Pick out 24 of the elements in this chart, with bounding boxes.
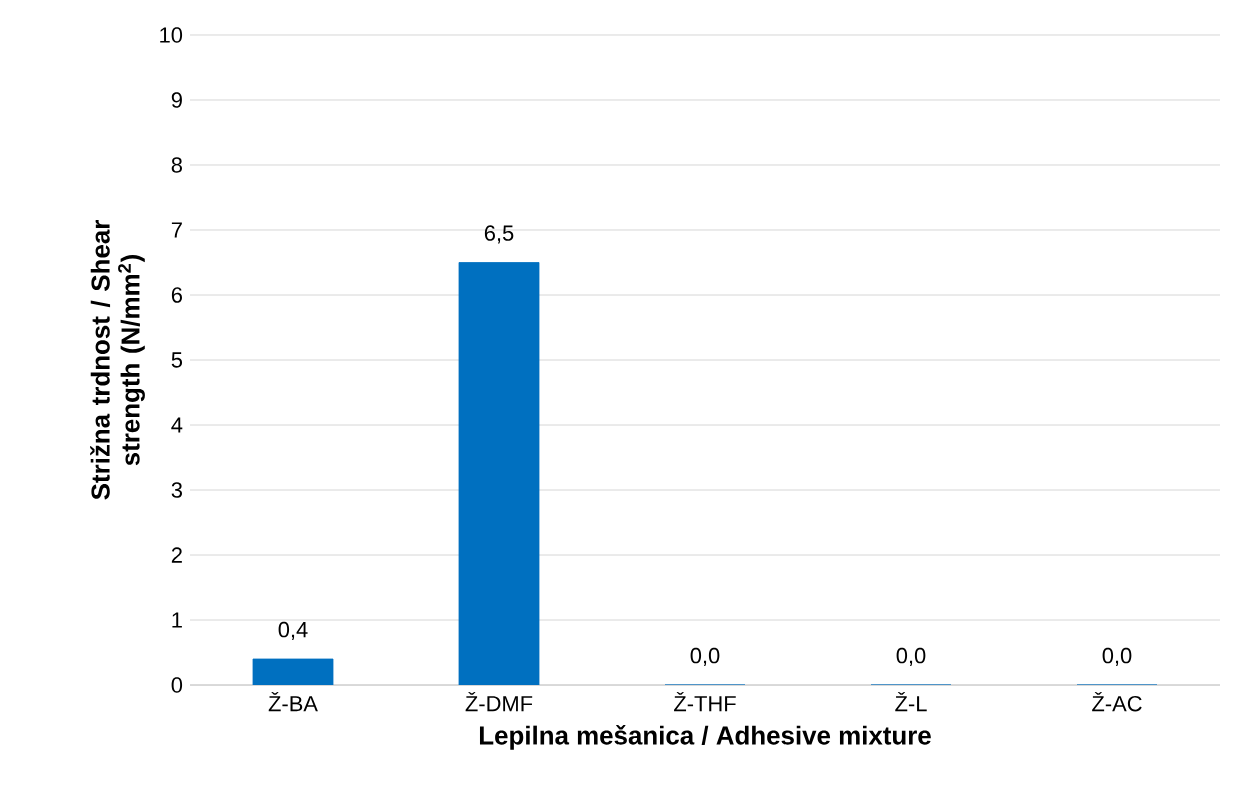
y-tick-label: 6 <box>171 287 182 303</box>
data-label: 0,0 <box>690 647 720 666</box>
y-tick-label: 9 <box>171 92 182 108</box>
data-label: 6,5 <box>484 225 514 244</box>
x-tick-label: Ž-BA <box>268 692 318 712</box>
y-tick-label: 10 <box>160 27 183 43</box>
y-tick-label: 8 <box>171 157 182 173</box>
y-tick-label: 2 <box>171 547 182 563</box>
data-label: 0,4 <box>278 621 308 640</box>
y-tick-label: 3 <box>171 482 182 498</box>
y-tick-label: 0 <box>171 677 183 693</box>
x-axis-title: Lepilna mešanica / Adhesive mixture <box>479 725 931 750</box>
bar <box>458 262 540 685</box>
bar <box>252 658 334 685</box>
y-tick-label: 7 <box>171 222 182 238</box>
data-label: 0,0 <box>896 647 926 666</box>
y-tick-label: 1 <box>172 612 182 628</box>
x-tick-label: Ž-THF <box>674 692 736 712</box>
data-label: 0,0 <box>1102 647 1132 666</box>
x-tick-label: Ž-L <box>895 692 927 712</box>
y-tick-label: 4 <box>171 417 183 433</box>
y-tick-label: 5 <box>171 352 183 368</box>
x-tick-label: Ž-AC <box>1092 692 1142 712</box>
x-tick-label: Ž-DMF <box>465 692 533 712</box>
